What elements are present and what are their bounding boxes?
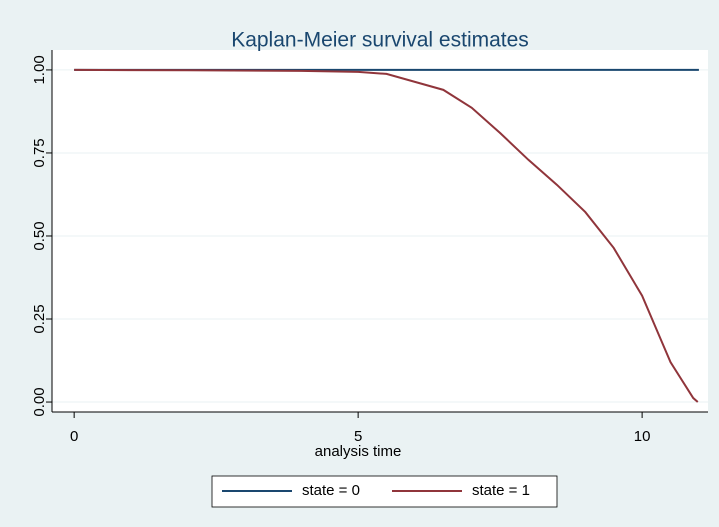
x-tick-label: 10 (634, 428, 651, 445)
y-tick-label: 1.00 (31, 55, 48, 84)
legend-label: state = 1 (472, 482, 530, 499)
y-tick-label: 0.50 (31, 221, 48, 250)
x-tick-label: 0 (70, 428, 78, 445)
y-tick-label: 0.00 (31, 387, 48, 416)
y-tick-label: 0.25 (31, 304, 48, 333)
chart-title: Kaplan-Meier survival estimates (231, 29, 529, 52)
x-axis-label: analysis time (315, 443, 402, 460)
survival-line (74, 68, 699, 403)
x-tick-label: 5 (354, 428, 362, 445)
legend-label: state = 0 (302, 482, 360, 499)
plot-area (52, 50, 708, 412)
y-tick-label: 0.75 (31, 138, 48, 167)
